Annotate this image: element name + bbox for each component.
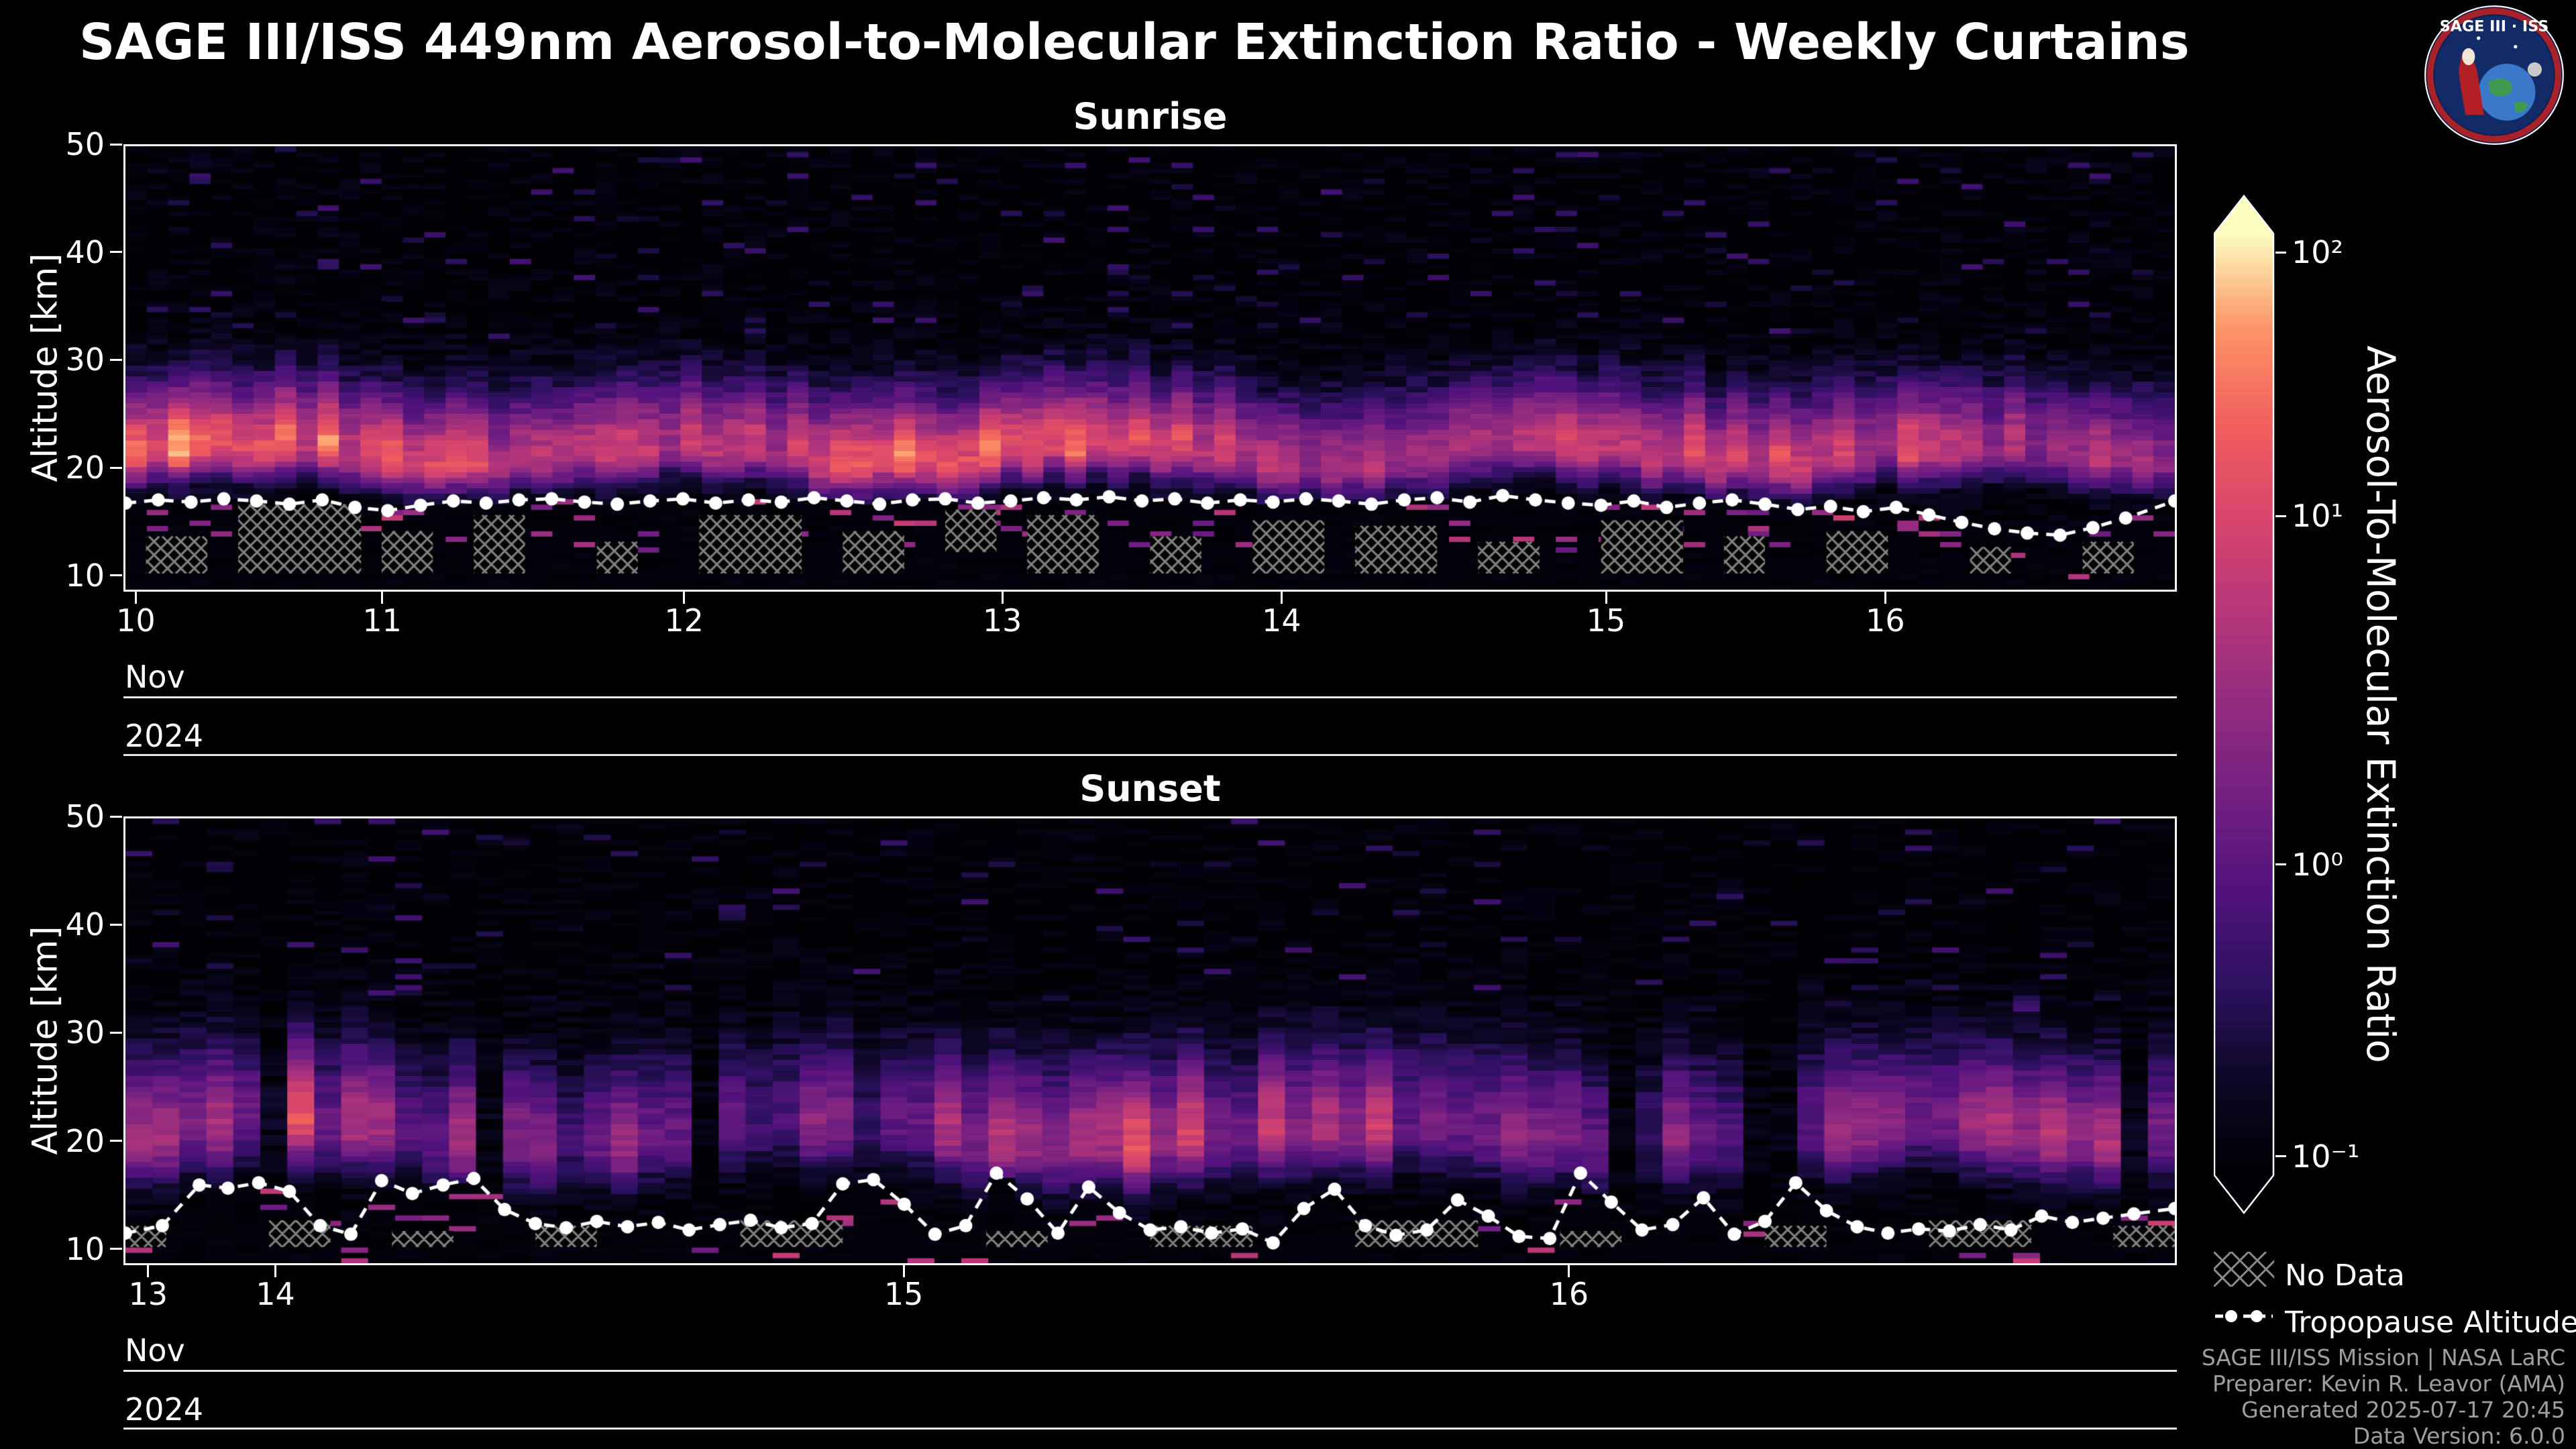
sunset-altitude-axis-label: Altitude [km] (25, 926, 66, 1155)
y-tick-mark (110, 1248, 122, 1250)
x-tick-label: 14 (256, 1276, 295, 1312)
colorbar (2214, 195, 2275, 1214)
logo-wizard-icon (2459, 50, 2485, 115)
y-tick-label: 50 (65, 126, 105, 162)
sunrise-panel-title: Sunrise (1073, 95, 1228, 138)
x-tick-label: 15 (1586, 602, 1626, 639)
y-tick-label: 30 (65, 341, 105, 378)
colorbar-axis-label: Aerosol-To-Molecular Extinction Ratio (2358, 345, 2404, 1063)
x-tick-mark (274, 1265, 276, 1277)
x-tick-label: 11 (362, 602, 402, 639)
logo-earth-land-icon (2488, 78, 2513, 97)
y-tick-mark (110, 815, 122, 818)
tropopause-legend-label: Tropopause Altitude (2285, 1305, 2576, 1340)
colorbar-tick-label: 10¹ (2292, 498, 2343, 535)
x-tick-mark (1884, 592, 1886, 604)
no-data-legend-icon (2214, 1252, 2274, 1287)
credit-line-version: Data Version: 6.0.0 (2353, 1423, 2565, 1449)
y-tick-mark (110, 466, 122, 469)
logo-star2-icon (2514, 44, 2518, 49)
y-tick-mark (110, 574, 122, 577)
figure-title: SAGE III/ISS 449nm Aerosol-to-Molecular … (79, 13, 2190, 71)
month-label: Nov (125, 659, 185, 695)
y-tick-label: 20 (65, 1122, 105, 1159)
tropopause-legend-icon (2215, 1310, 2273, 1322)
credit-line-preparer: Preparer: Kevin R. Leavor (AMA) (2212, 1371, 2565, 1397)
x-tick-mark (683, 592, 686, 604)
date-separator-line (123, 754, 2177, 756)
x-tick-mark (1280, 592, 1283, 604)
x-tick-mark (134, 592, 137, 604)
logo-earth-land2-icon (2514, 101, 2528, 113)
y-tick-label: 10 (65, 1230, 105, 1267)
year-label: 2024 (125, 718, 204, 754)
credit-line-generated: Generated 2025-07-17 20:45 (2241, 1397, 2565, 1423)
y-tick-mark (110, 1140, 122, 1142)
month-label: Nov (125, 1332, 185, 1368)
sage-iss-logo: SAGE III · ISS (2424, 5, 2564, 145)
x-tick-mark (1605, 592, 1607, 604)
colorbar-tick-mark (2275, 251, 2286, 254)
colorbar-gradient-bar (2214, 195, 2275, 1214)
x-tick-label: 16 (1549, 1276, 1589, 1312)
colorbar-tick-mark (2275, 515, 2286, 517)
y-tick-label: 10 (65, 557, 105, 594)
y-tick-mark (110, 143, 122, 146)
x-tick-mark (902, 1265, 905, 1277)
sunrise-heatmap-canvas (125, 146, 2175, 590)
colorbar-tick-label: 10⁰ (2292, 846, 2343, 883)
x-tick-label: 16 (1866, 602, 1905, 639)
x-tick-label: 12 (664, 602, 704, 639)
y-tick-label: 40 (65, 906, 105, 943)
logo-title: SAGE III · ISS (2440, 17, 2549, 35)
y-tick-label: 20 (65, 449, 105, 486)
date-separator-line (123, 1428, 2177, 1430)
logo-moon-icon (2527, 62, 2542, 77)
x-tick-label: 14 (1262, 602, 1301, 639)
y-tick-label: 30 (65, 1014, 105, 1051)
x-tick-label: 15 (883, 1276, 924, 1312)
no-data-legend-label: No Data (2285, 1258, 2405, 1293)
sunrise-plot-frame (123, 144, 2177, 592)
y-tick-label: 50 (65, 798, 105, 835)
date-separator-line (123, 696, 2177, 698)
y-tick-mark (110, 1031, 122, 1034)
sunset-heatmap-canvas (125, 818, 2175, 1263)
y-tick-label: 40 (65, 233, 105, 270)
x-tick-mark (1568, 1265, 1570, 1277)
y-tick-mark (110, 923, 122, 926)
year-label: 2024 (125, 1391, 204, 1428)
x-tick-mark (147, 1265, 150, 1277)
date-separator-line (123, 1370, 2177, 1372)
y-tick-mark (110, 358, 122, 361)
x-tick-label: 13 (128, 1276, 168, 1312)
y-tick-mark (110, 251, 122, 254)
sunrise-altitude-axis-label: Altitude [km] (25, 253, 66, 482)
logo-wizard-beard-icon (2462, 48, 2475, 66)
credits-block: SAGE III/ISS Mission | NASA LaRC Prepare… (2202, 1344, 2565, 1449)
sunset-panel-title: Sunset (1079, 767, 1221, 810)
logo-star-icon (2477, 36, 2481, 40)
credit-line-mission: SAGE III/ISS Mission | NASA LaRC (2201, 1344, 2565, 1371)
x-tick-mark (1001, 592, 1004, 604)
x-tick-label: 13 (982, 602, 1022, 639)
x-tick-label: 10 (116, 602, 156, 639)
colorbar-tick-mark (2275, 1155, 2286, 1158)
colorbar-tick-label: 10⁻¹ (2292, 1138, 2360, 1175)
x-tick-mark (381, 592, 384, 604)
colorbar-tick-label: 10² (2292, 234, 2343, 271)
sunset-plot-frame (123, 816, 2177, 1265)
logo-red-ring (2426, 7, 2562, 143)
colorbar-tick-mark (2275, 863, 2286, 866)
